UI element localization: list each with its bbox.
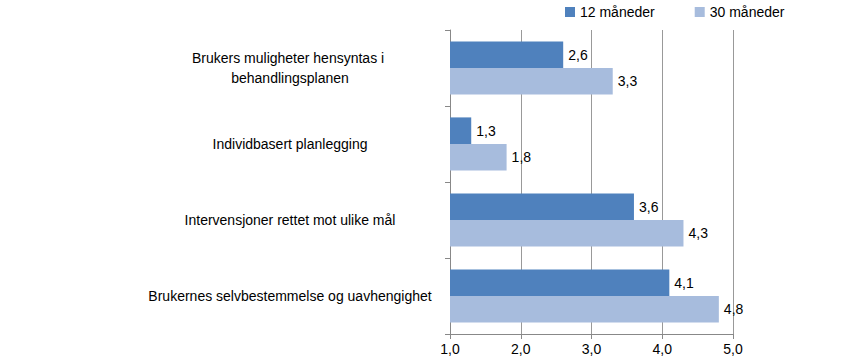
svg-text:2,0: 2,0 (511, 341, 531, 357)
svg-text:Intervensjoner rettet mot ulik: Intervensjoner rettet mot ulike mål (185, 212, 396, 228)
svg-text:behandlingsplanen: behandlingsplanen (231, 70, 349, 86)
svg-text:30 måneder: 30 måneder (710, 4, 785, 20)
svg-text:4,1: 4,1 (674, 275, 694, 291)
svg-text:5,0: 5,0 (723, 341, 743, 357)
svg-text:1,0: 1,0 (440, 341, 460, 357)
svg-text:1,8: 1,8 (512, 149, 532, 165)
svg-text:1,3: 1,3 (476, 123, 496, 139)
svg-text:3,0: 3,0 (582, 341, 602, 357)
svg-text:4,0: 4,0 (653, 341, 673, 357)
svg-text:Brukernes selvbestemmelse og u: Brukernes selvbestemmelse og uavhengighe… (148, 288, 431, 304)
svg-text:3,6: 3,6 (639, 199, 659, 215)
svg-text:Individbasert planlegging: Individbasert planlegging (213, 136, 368, 152)
svg-text:Brukers muligheter hensyntas i: Brukers muligheter hensyntas i (192, 50, 388, 66)
svg-text:4,8: 4,8 (724, 301, 744, 317)
svg-text:12 måneder: 12 måneder (580, 4, 655, 20)
svg-text:2,6: 2,6 (568, 47, 588, 63)
svg-text:4,3: 4,3 (688, 225, 708, 241)
svg-text:3,3: 3,3 (618, 73, 638, 89)
